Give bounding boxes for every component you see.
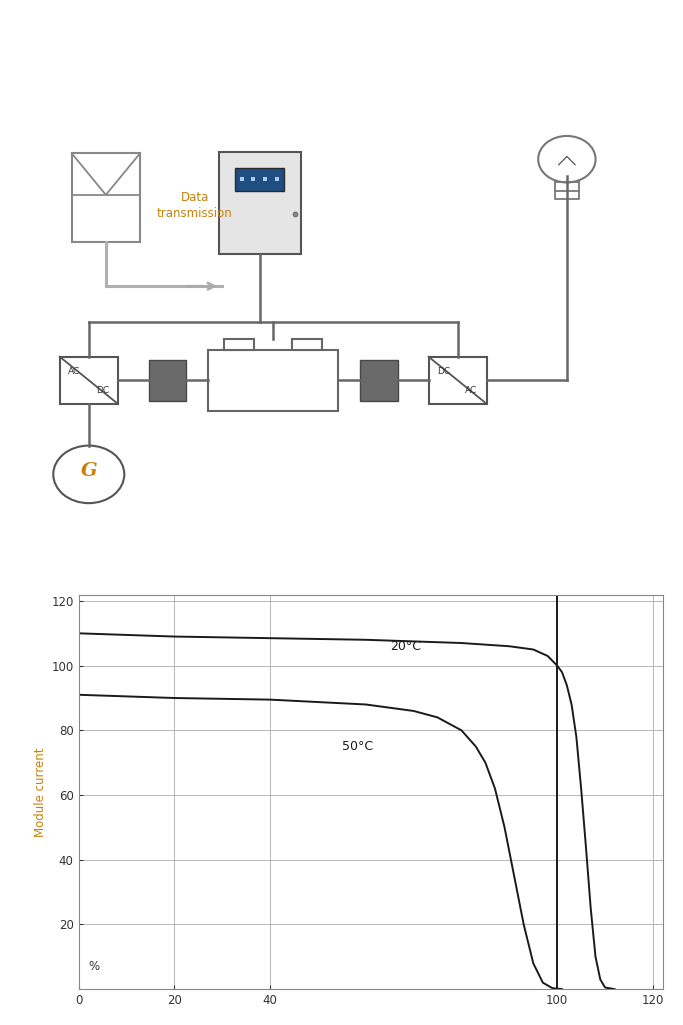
FancyBboxPatch shape bbox=[292, 338, 322, 350]
Text: DC: DC bbox=[96, 385, 109, 395]
FancyBboxPatch shape bbox=[208, 350, 338, 411]
FancyBboxPatch shape bbox=[72, 154, 140, 242]
Text: 20°C: 20°C bbox=[390, 640, 421, 653]
Text: G: G bbox=[81, 462, 97, 480]
Text: DC: DC bbox=[437, 367, 451, 376]
Y-axis label: Module current: Module current bbox=[34, 747, 47, 836]
FancyBboxPatch shape bbox=[219, 152, 301, 254]
Text: %: % bbox=[88, 960, 99, 973]
FancyBboxPatch shape bbox=[361, 360, 398, 401]
Text: 50°C: 50°C bbox=[342, 740, 373, 753]
Text: AC: AC bbox=[68, 367, 80, 376]
FancyBboxPatch shape bbox=[60, 357, 117, 404]
Text: AC: AC bbox=[465, 385, 477, 395]
FancyBboxPatch shape bbox=[429, 357, 486, 404]
Text: Data
transmission: Data transmission bbox=[157, 192, 232, 220]
FancyBboxPatch shape bbox=[149, 360, 186, 401]
FancyBboxPatch shape bbox=[235, 168, 284, 191]
FancyBboxPatch shape bbox=[224, 338, 254, 350]
